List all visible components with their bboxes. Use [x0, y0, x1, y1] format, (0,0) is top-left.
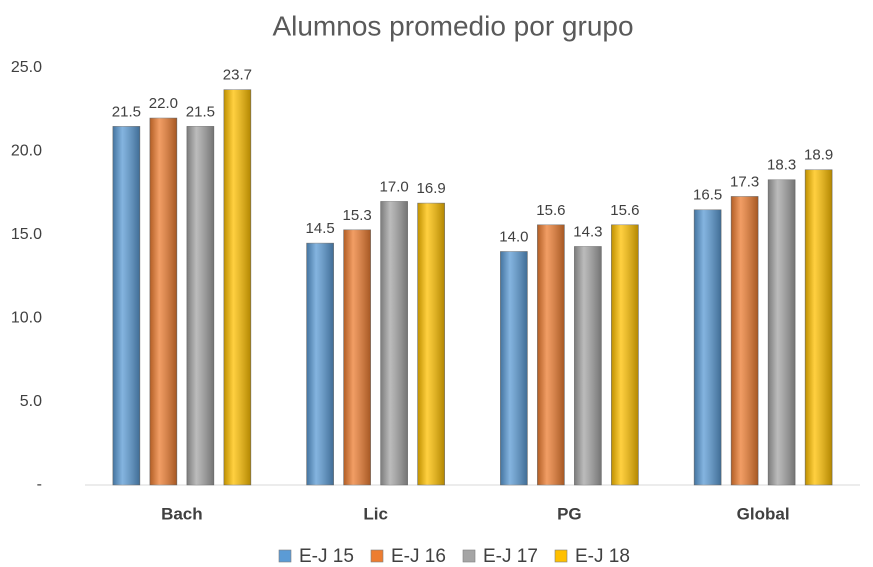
y-tick-label: 10.0: [11, 309, 42, 326]
bar: [417, 202, 445, 486]
data-label: 16.9: [417, 180, 446, 197]
legend-swatch: [370, 549, 384, 563]
x-tick-label: Bach: [161, 504, 203, 523]
bar: [574, 246, 602, 486]
data-label: 15.6: [610, 202, 639, 219]
legend-swatch: [554, 549, 568, 563]
bar: [500, 251, 528, 486]
y-tick-label: 25.0: [11, 59, 42, 76]
bar: [767, 179, 796, 486]
bar: [730, 196, 759, 486]
bar: [611, 224, 639, 486]
data-label: 17.3: [730, 173, 759, 190]
bar: [380, 201, 408, 486]
data-label: 14.5: [306, 220, 335, 237]
legend-label: E-J 17: [483, 546, 538, 567]
legend-label: E-J 18: [575, 546, 630, 567]
data-label: 21.5: [112, 103, 141, 120]
data-label: 15.6: [536, 202, 565, 219]
bar: [112, 126, 141, 486]
y-tick-label: 20.0: [11, 143, 42, 160]
bar: [693, 209, 722, 486]
bar: [149, 117, 178, 486]
data-label: 16.5: [693, 187, 722, 204]
legend-label: E-J 15: [299, 546, 354, 567]
legend-label: E-J 16: [391, 546, 446, 567]
y-tick-label: 15.0: [11, 226, 42, 243]
bar: [343, 229, 371, 486]
bar: [306, 242, 334, 486]
legend-swatch: [278, 549, 292, 563]
data-label: 21.5: [186, 103, 215, 120]
bar: [186, 126, 215, 486]
data-label: 22.0: [149, 95, 178, 112]
chart-title: Alumnos promedio por grupo: [272, 10, 633, 41]
data-label: 18.3: [767, 157, 796, 174]
data-label: 14.3: [573, 223, 602, 240]
bar: [223, 89, 252, 486]
y-tick-label: -: [37, 476, 42, 493]
y-tick-label: 5.0: [20, 393, 42, 410]
legend-swatch: [462, 549, 476, 563]
data-label: 14.0: [499, 228, 528, 245]
data-label: 23.7: [223, 67, 252, 84]
data-label: 18.9: [804, 147, 833, 164]
x-tick-label: Lic: [363, 504, 388, 523]
x-tick-label: Global: [737, 504, 790, 523]
data-label: 17.0: [380, 178, 409, 195]
bar: [537, 224, 565, 486]
bar: [804, 169, 833, 486]
x-tick-label: PG: [557, 504, 582, 523]
data-label: 15.3: [343, 207, 372, 224]
